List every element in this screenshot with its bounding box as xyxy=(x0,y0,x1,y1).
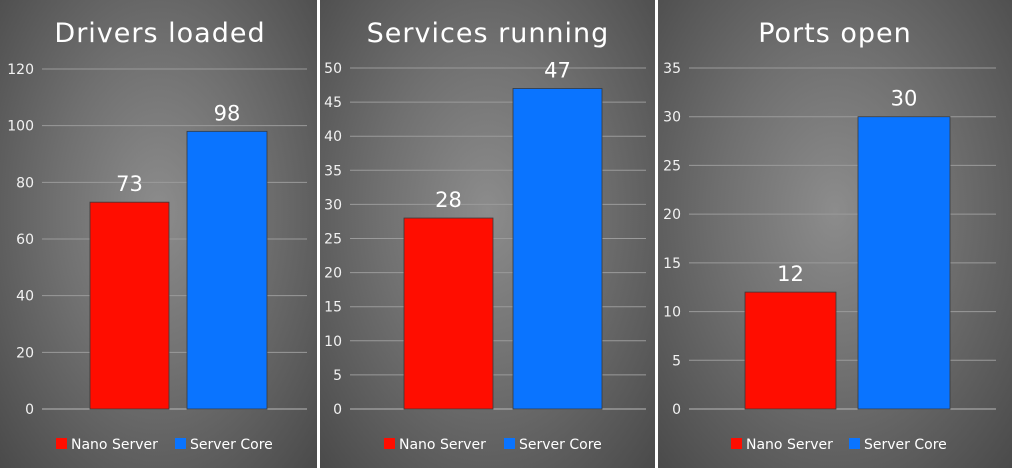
y-tick-label: 30 xyxy=(324,197,342,213)
data-label: 28 xyxy=(435,188,462,212)
legend-swatch xyxy=(384,438,395,449)
y-tick-label: 35 xyxy=(324,163,342,179)
y-tick-label: 40 xyxy=(324,129,342,145)
legend-swatch xyxy=(849,438,860,449)
chart-title: Drivers loaded xyxy=(54,18,265,49)
bar-nano-server xyxy=(403,217,494,410)
legend-swatch xyxy=(504,438,515,449)
y-tick-label: 20 xyxy=(324,266,342,282)
y-tick-label: 10 xyxy=(663,305,681,321)
y-tick-label: 60 xyxy=(16,232,34,248)
y-tick-label: 120 xyxy=(7,62,34,78)
chart-title: Services running xyxy=(367,18,610,49)
y-tick-label: 80 xyxy=(16,175,34,191)
bar-nano-server xyxy=(744,291,837,410)
legend-label: Server Core xyxy=(190,437,273,453)
legend-swatch xyxy=(56,438,67,449)
legend-label: Nano Server xyxy=(71,437,158,453)
chart-panel-ports-open: Ports open 0 5 10 15 20 25 30 35 12 30 Nano Server… xyxy=(658,0,1012,468)
chart-panel-services-running: Services running 0 5 10 15 20 25 30 35 40 45 50 28 4… xyxy=(320,0,655,468)
y-tick-label: 20 xyxy=(16,345,34,361)
y-tick-label: 0 xyxy=(672,402,681,418)
y-tick-label: 20 xyxy=(663,207,681,223)
legend-label: Nano Server xyxy=(399,437,486,453)
bar-server-core xyxy=(512,88,603,410)
data-label: 47 xyxy=(544,58,571,82)
y-tick-label: 100 xyxy=(7,119,34,135)
legend-label: Server Core xyxy=(519,437,602,453)
y-tick-label: 35 xyxy=(663,61,681,77)
chart-ports-open: Ports open 0 5 10 15 20 25 30 35 12 30 Nano Server… xyxy=(663,18,996,453)
legend-label: Server Core xyxy=(864,437,947,453)
y-tick-label: 25 xyxy=(324,232,342,248)
bar-nano-server xyxy=(89,201,170,410)
y-tick-label: 10 xyxy=(324,334,342,350)
chart-title: Ports open xyxy=(758,18,912,49)
y-tick-label: 25 xyxy=(663,158,681,174)
data-label: 30 xyxy=(891,87,918,111)
y-tick-label: 5 xyxy=(672,353,681,369)
y-tick-label: 0 xyxy=(333,402,342,418)
y-tick-label: 15 xyxy=(663,256,681,272)
chart-drivers-loaded: Drivers loaded 0 20 40 60 80 100 120 73 98 Nano S… xyxy=(7,18,307,453)
data-label: 98 xyxy=(214,101,241,125)
y-tick-label: 5 xyxy=(333,368,342,384)
legend-swatch xyxy=(175,438,186,449)
y-tick-label: 45 xyxy=(324,95,342,111)
bar-server-core xyxy=(186,130,268,410)
y-tick-label: 50 xyxy=(324,61,342,77)
y-tick-label: 0 xyxy=(25,402,34,418)
data-label: 73 xyxy=(116,172,143,196)
chart-panel-drivers-loaded: Drivers loaded 0 20 40 60 80 100 120 73 98 Nano S… xyxy=(0,0,317,468)
data-label: 12 xyxy=(777,262,804,286)
chart-services-running: Services running 0 5 10 15 20 25 30 35 40 45 50 28 4… xyxy=(324,18,646,453)
legend-label: Nano Server xyxy=(746,437,833,453)
y-tick-label: 30 xyxy=(663,110,681,126)
legend-swatch xyxy=(731,438,742,449)
y-tick-label: 15 xyxy=(324,300,342,316)
y-tick-label: 40 xyxy=(16,289,34,305)
bar-server-core xyxy=(857,116,951,410)
